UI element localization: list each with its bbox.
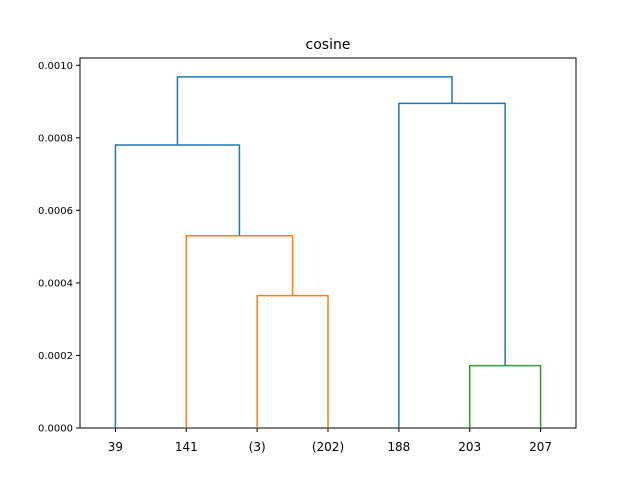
y-tick-label: 0.0000 <box>38 424 73 435</box>
leaf-label: 141 <box>175 440 198 454</box>
dendrogram-link <box>185 234 294 428</box>
leaf-label: 203 <box>458 440 481 454</box>
y-tick-label: 0.0006 <box>38 206 73 217</box>
dendrogram-link <box>468 364 542 428</box>
leaf-label: 207 <box>529 440 552 454</box>
chart-title: cosine <box>306 37 351 53</box>
leaf-label: (3) <box>249 440 266 454</box>
y-tick-label: 0.0010 <box>38 61 73 72</box>
y-tick-label: 0.0008 <box>38 133 73 144</box>
leaf-label: 39 <box>108 440 123 454</box>
leaf-label: (202) <box>312 440 344 454</box>
dendrogram-link <box>176 76 453 146</box>
y-tick-label: 0.0004 <box>38 278 73 289</box>
x-axis: 39 141 (3) (202) 188 203 207 <box>108 428 552 454</box>
dendrogram-link <box>398 102 506 428</box>
dendrogram-links <box>114 76 542 428</box>
dendrogram-link <box>114 144 241 428</box>
y-axis: 0.0000 0.0002 0.0004 0.0006 0.0008 0.0010 <box>38 61 80 435</box>
dendrogram-link <box>256 294 329 428</box>
leaf-label: 188 <box>387 440 410 454</box>
y-tick-label: 0.0002 <box>38 351 73 362</box>
